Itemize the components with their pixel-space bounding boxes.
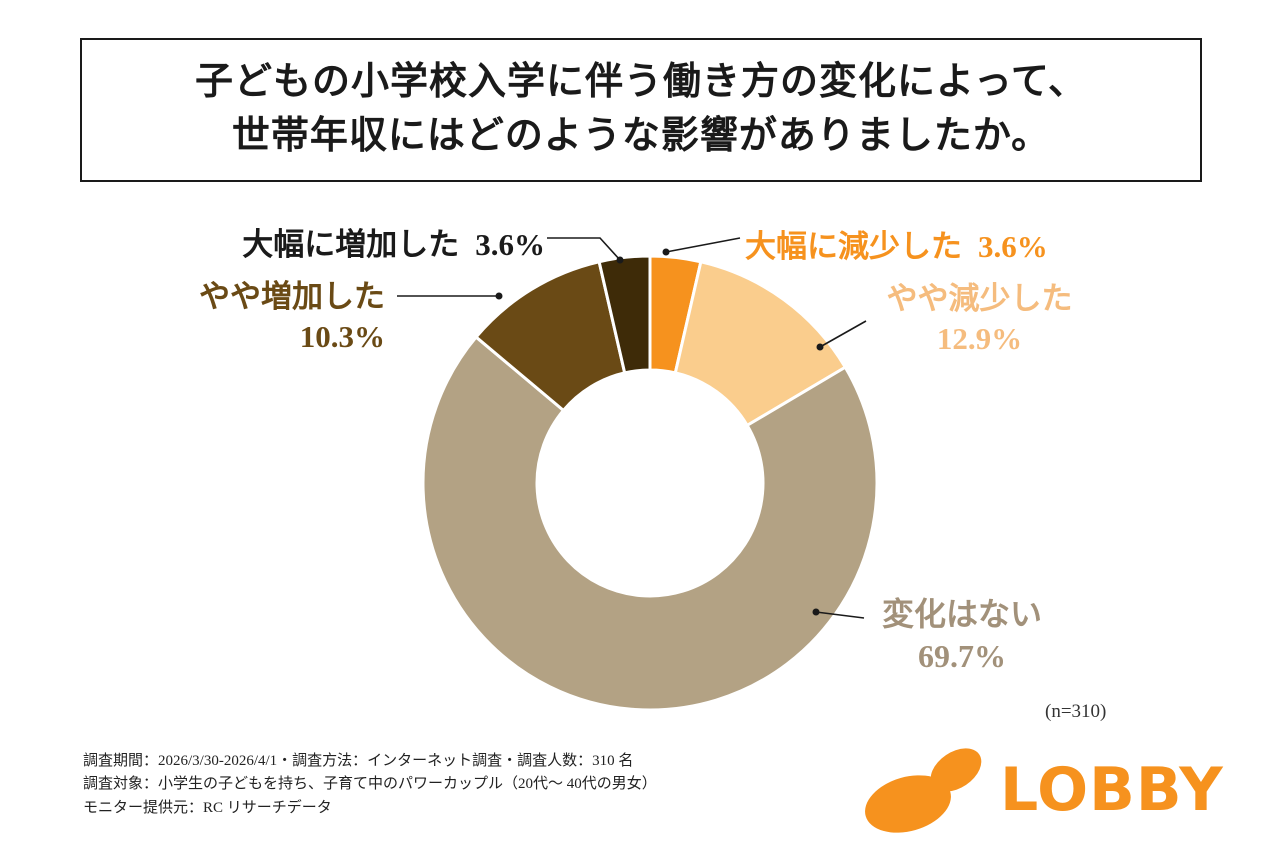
- footer-line: 調査対象：小学生の子どもを持ち、子育て中のパワーカップル（20代〜 40代の男女…: [83, 776, 657, 793]
- logo-text: LOBBY: [1000, 755, 1224, 825]
- sample-size-label: (n=310): [1045, 701, 1107, 722]
- donut-segment-increase-large: [597, 254, 652, 375]
- leader-line: [547, 237, 621, 261]
- title-box: 子どもの小学校入学に伴う働き方の変化によって、 世帯年収にはどのような影響があり…: [80, 38, 1202, 182]
- callout-percent: 3.6%: [978, 229, 1048, 264]
- callout-decrease-large: 大幅に減少した 3.6%: [745, 221, 1048, 266]
- donut-segment-no-change: [421, 335, 879, 712]
- callout-percent: 10.3%: [299, 319, 385, 355]
- callout-increase-large: 大幅に増加した 3.6%: [150, 219, 545, 264]
- leader-dot: [816, 343, 824, 351]
- page-title-line-1: 子どもの小学校入学に伴う働き方の変化によって、: [194, 61, 1088, 104]
- leader-dot: [662, 248, 670, 256]
- callout-label: 大幅に減少した: [745, 229, 962, 264]
- leader-dot: [812, 608, 820, 616]
- callout-decrease-slight: やや減少した 12.9%: [862, 279, 1097, 360]
- bean-sprout-icon: [865, 748, 982, 833]
- callout-percent: 12.9%: [936, 321, 1023, 357]
- callout-percent: 3.6%: [475, 227, 545, 262]
- callout-increase-slight: やや増加した 10.3%: [140, 277, 385, 358]
- callout-label: やや増加した: [199, 279, 385, 314]
- lobby-logo: LOBBY: [852, 740, 1223, 840]
- leader-dot: [616, 256, 624, 264]
- footer-line: モニター提供元：RC リサーチデータ: [83, 799, 332, 816]
- callout-label: 変化はない: [881, 596, 1042, 632]
- leader-line: [815, 611, 865, 619]
- callout-label: 大幅に増加した: [242, 227, 460, 262]
- leader-line: [819, 320, 867, 348]
- footer-line: 調査期間：2026/3/30-2026/4/1・調査方法：インターネット調査・調…: [83, 753, 634, 769]
- callout-label: やや減少した: [886, 281, 1073, 316]
- page-title-line-2: 世帯年収にはどのような影響がありましたか。: [231, 115, 1051, 157]
- survey-methodology-note: 調査期間：2026/3/30-2026/4/1・調査方法：インターネット調査・調…: [83, 750, 657, 820]
- leader-dot: [495, 292, 503, 300]
- leader-line: [665, 237, 741, 253]
- callout-percent: 69.7%: [918, 637, 1006, 674]
- callout-no-change: 変化はない 69.7%: [862, 594, 1062, 677]
